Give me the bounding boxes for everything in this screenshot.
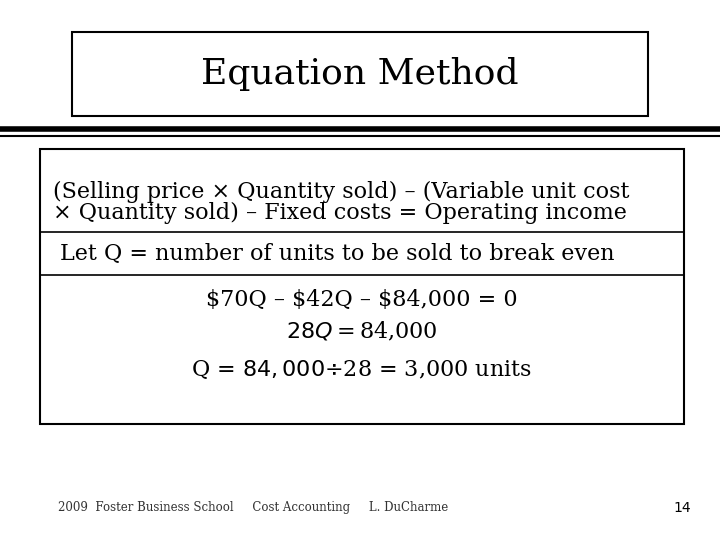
FancyBboxPatch shape	[40, 148, 684, 424]
Text: 14: 14	[674, 501, 691, 515]
Text: 2009  Foster Business School     Cost Accounting     L. DuCharme: 2009 Foster Business School Cost Account…	[58, 501, 448, 514]
Text: (Selling price × Quantity sold) – (Variable unit cost: (Selling price × Quantity sold) – (Varia…	[53, 181, 629, 202]
Text: Q = $84,000 ÷ $28 = 3,000 units: Q = $84,000 ÷ $28 = 3,000 units	[192, 359, 532, 381]
Text: Equation Method: Equation Method	[202, 57, 518, 91]
FancyBboxPatch shape	[72, 32, 648, 116]
Text: × Quantity sold) – Fixed costs = Operating income: × Quantity sold) – Fixed costs = Operati…	[53, 202, 626, 224]
Text: $70Q – $42Q – $84,000 = 0: $70Q – $42Q – $84,000 = 0	[206, 289, 518, 310]
Text: Let Q = number of units to be sold to break even: Let Q = number of units to be sold to br…	[60, 243, 614, 265]
Text: $28Q = $84,000: $28Q = $84,000	[286, 321, 438, 343]
